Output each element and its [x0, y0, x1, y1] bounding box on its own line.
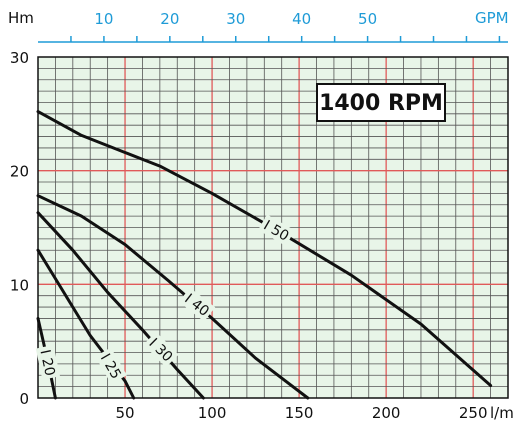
top-tick-label: 50: [358, 10, 377, 28]
left-tick-label: 0: [19, 390, 29, 408]
top-axis-label: GPM: [475, 9, 509, 27]
curve-label-bg: [143, 331, 179, 368]
curve-i50: [36, 110, 493, 387]
bottom-tick-label: 150: [285, 404, 314, 422]
curve-label-group: I 25: [95, 347, 127, 385]
top-tick-label: 30: [226, 10, 245, 28]
left-tick-label: 20: [10, 163, 29, 181]
rpm-annotation: 1400 RPM: [316, 83, 446, 122]
rpm-box: [316, 83, 446, 122]
top-tick-label: 10: [94, 10, 113, 28]
curve-labels: I 20 I 25I 30I 40I 50: [35, 214, 295, 385]
y-axis-label: Hm: [8, 9, 34, 27]
left-tick-label: 30: [10, 49, 29, 67]
rpm-text: 1400 RPM: [319, 91, 443, 116]
plot-frame: [37, 56, 509, 399]
grid: [38, 57, 508, 398]
bottom-tick-label: 50: [115, 404, 134, 422]
axes: 10 20 30 40 50 50 100 150 200 250 0 10 20 30: [10, 10, 508, 422]
curve-label-bg: [95, 347, 127, 385]
curve-i40: [36, 194, 310, 400]
top-tick-label: 40: [292, 10, 311, 28]
bottom-axis-unit: l/m: [490, 404, 514, 422]
curve-i30: [36, 211, 205, 400]
top-tick-label: 20: [160, 10, 179, 28]
curve-label-bg: [258, 214, 295, 246]
bottom-tick-label: 100: [198, 404, 227, 422]
bottom-tick-label: 250: [459, 404, 488, 422]
curve-label-bg: [35, 344, 61, 380]
curve-label-bg: [178, 287, 216, 322]
left-tick-label: 10: [10, 276, 29, 294]
curve-label-group: I 20: [35, 344, 61, 380]
bottom-tick-label: 200: [372, 404, 401, 422]
curve-label-group: I 40: [178, 287, 216, 322]
curve-label: I 20: [36, 348, 57, 377]
curve-i25: [36, 248, 136, 400]
